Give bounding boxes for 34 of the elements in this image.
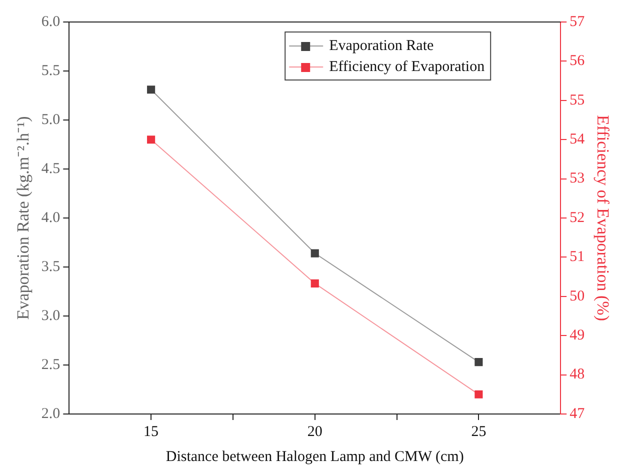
legend-label: Evaporation Rate	[329, 38, 434, 54]
y-tick-label: 6.0	[41, 14, 60, 30]
point	[474, 390, 483, 398]
y-tick-label: 2.0	[41, 406, 60, 422]
y2-tick-label: 56	[570, 53, 586, 70]
y2-tick-label: 51	[570, 249, 585, 266]
y-tick-label: 3.5	[41, 258, 60, 275]
y2-tick-label: 53	[570, 170, 585, 187]
y-tick-label: 5.0	[41, 112, 60, 128]
x-tick-label: 20	[307, 424, 322, 440]
y2-tick-label: 49	[570, 328, 585, 344]
x-tick-label: 25	[471, 424, 486, 440]
y-tick-label: 4.5	[41, 160, 60, 177]
y2-tick-label: 54	[570, 132, 586, 148]
y2-axis-title: Efficiency of Evaporation (%)	[593, 115, 612, 321]
legend-label: Efficiency of Evaporation	[329, 58, 486, 75]
y2-tick-label: 55	[570, 92, 585, 108]
point	[474, 358, 483, 366]
point	[310, 279, 319, 288]
y2-tick-label: 47	[570, 406, 586, 422]
y2-tick-label: 52	[570, 210, 585, 226]
y2-tick-label: 50	[570, 288, 585, 304]
y-tick-label: 2.5	[41, 356, 60, 373]
y2-tick-label: 57	[570, 14, 586, 30]
point	[310, 249, 319, 258]
point	[147, 136, 156, 144]
y-tick-label: 5.5	[41, 62, 60, 79]
point	[147, 86, 156, 94]
y-tick-label: 3.0	[41, 308, 60, 324]
y-tick-label: 4.0	[41, 210, 60, 226]
y-axis-title: Evaporation Rate (kg.m⁻².h⁻¹)	[14, 116, 33, 320]
x-axis-title: Distance between Halogen Lamp and CMW (cm)	[166, 448, 464, 465]
x-tick-label: 15	[144, 424, 159, 440]
y2-tick-label: 48	[570, 366, 585, 383]
